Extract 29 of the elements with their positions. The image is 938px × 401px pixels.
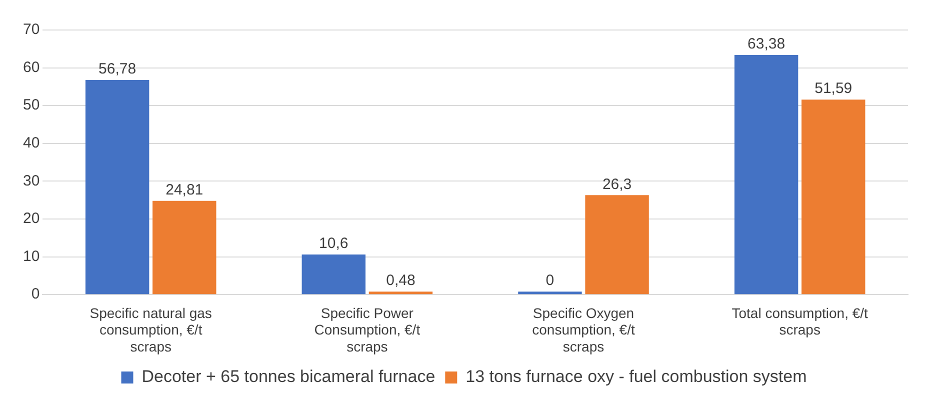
y-tick-label: 40 bbox=[22, 134, 40, 152]
y-tick-label: 0 bbox=[31, 286, 40, 303]
y-tick-label: 70 bbox=[22, 21, 40, 38]
y-tick-label: 10 bbox=[22, 248, 40, 265]
data-label: 10,6 bbox=[319, 235, 348, 252]
bar bbox=[368, 292, 433, 294]
legend-label: Decoter + 65 tonnes bicameral furnace bbox=[142, 367, 436, 386]
legend-label: 13 tons furnace oxy - fuel combustion system bbox=[466, 367, 807, 386]
x-tick-label: Specific Oxygen consumption, €/t scraps bbox=[532, 304, 635, 354]
bar bbox=[85, 80, 150, 294]
data-label: 26,3 bbox=[602, 176, 632, 193]
data-label: 51,59 bbox=[814, 80, 852, 98]
y-tick-label: 60 bbox=[22, 58, 40, 76]
bar bbox=[585, 195, 649, 294]
x-tick-label: Total consumption, €/t scraps bbox=[732, 304, 868, 338]
x-tick-label: Specific natural gas consumption, €/t scraps bbox=[90, 304, 212, 354]
y-tick-label: 30 bbox=[22, 172, 40, 190]
y-tick-label: 50 bbox=[22, 96, 40, 114]
data-label: 56,78 bbox=[98, 60, 136, 78]
data-label: 24,81 bbox=[166, 181, 204, 198]
bar bbox=[802, 100, 866, 294]
y-tick-label: 20 bbox=[22, 210, 40, 228]
data-label: 0,48 bbox=[386, 272, 416, 290]
bar bbox=[302, 254, 366, 294]
data-label: 0 bbox=[546, 272, 554, 290]
data-label: 63,38 bbox=[748, 36, 786, 53]
bar bbox=[152, 200, 216, 294]
bar bbox=[734, 55, 798, 294]
x-tick-label: Specific Power Consumption, €/t scraps bbox=[314, 304, 420, 354]
